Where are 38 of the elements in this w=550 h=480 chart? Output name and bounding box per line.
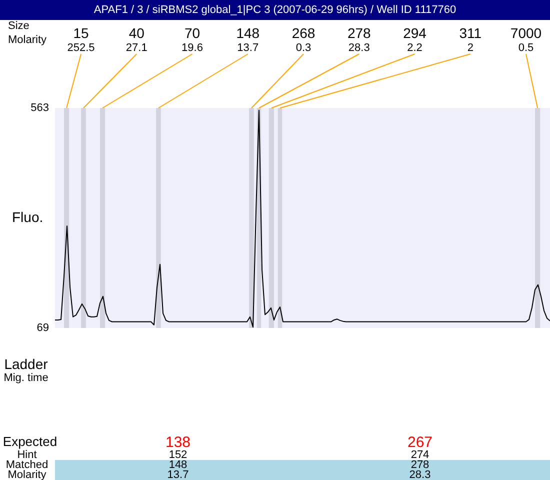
text: Matched	[6, 459, 48, 471]
text: Expected	[2, 434, 58, 449]
text: 152	[168, 449, 188, 461]
text: 40	[128, 24, 145, 41]
text: Molarity	[8, 469, 46, 480]
text: 28.3	[409, 469, 431, 480]
text: 268	[292, 24, 316, 41]
text: 278	[347, 24, 372, 41]
text: 0.5	[518, 42, 534, 54]
y-tick-label: 69	[36, 322, 49, 334]
text: 70	[184, 24, 200, 41]
text: Ladder	[4, 356, 48, 372]
text: 311	[459, 24, 482, 41]
text: 294	[403, 24, 427, 41]
text: 274	[410, 449, 430, 461]
y-tick-label: 563	[30, 102, 49, 114]
text: 278	[410, 459, 430, 471]
text: Molarity	[8, 34, 47, 46]
text: 13.7	[167, 469, 189, 480]
text: 0.3	[296, 42, 312, 54]
text: 28.3	[348, 42, 370, 54]
text: 252.5	[67, 42, 95, 54]
text: 15	[73, 24, 89, 41]
y-axis-title: Fluo.	[12, 208, 44, 225]
text: 7000	[510, 24, 542, 41]
text: 138	[165, 434, 191, 451]
text: Hint	[17, 449, 37, 461]
text: 148	[236, 24, 260, 41]
text: 13.7	[237, 42, 259, 54]
text: Mig. time	[4, 372, 48, 384]
chart-title: APAF1 / 3 / siRBMS2 global_1|PC 3 (2007-06-29 96hrs) / Well ID 1117760	[0, 0, 550, 20]
text: Size	[8, 20, 30, 32]
text: 19.6	[182, 42, 203, 54]
text: 2	[467, 42, 474, 54]
text: 267	[407, 434, 433, 451]
text: 2.2	[407, 42, 422, 54]
text: 148	[168, 459, 188, 471]
text: 27.1	[126, 42, 148, 54]
